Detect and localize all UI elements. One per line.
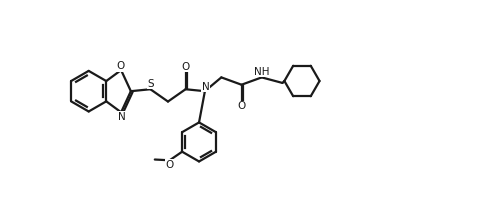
Text: S: S [147,79,154,89]
Text: O: O [165,160,174,170]
Text: N: N [118,112,126,122]
Text: NH: NH [254,67,270,77]
Text: N: N [202,82,209,91]
Text: O: O [116,61,124,71]
Text: O: O [182,62,190,72]
Text: O: O [238,101,246,111]
